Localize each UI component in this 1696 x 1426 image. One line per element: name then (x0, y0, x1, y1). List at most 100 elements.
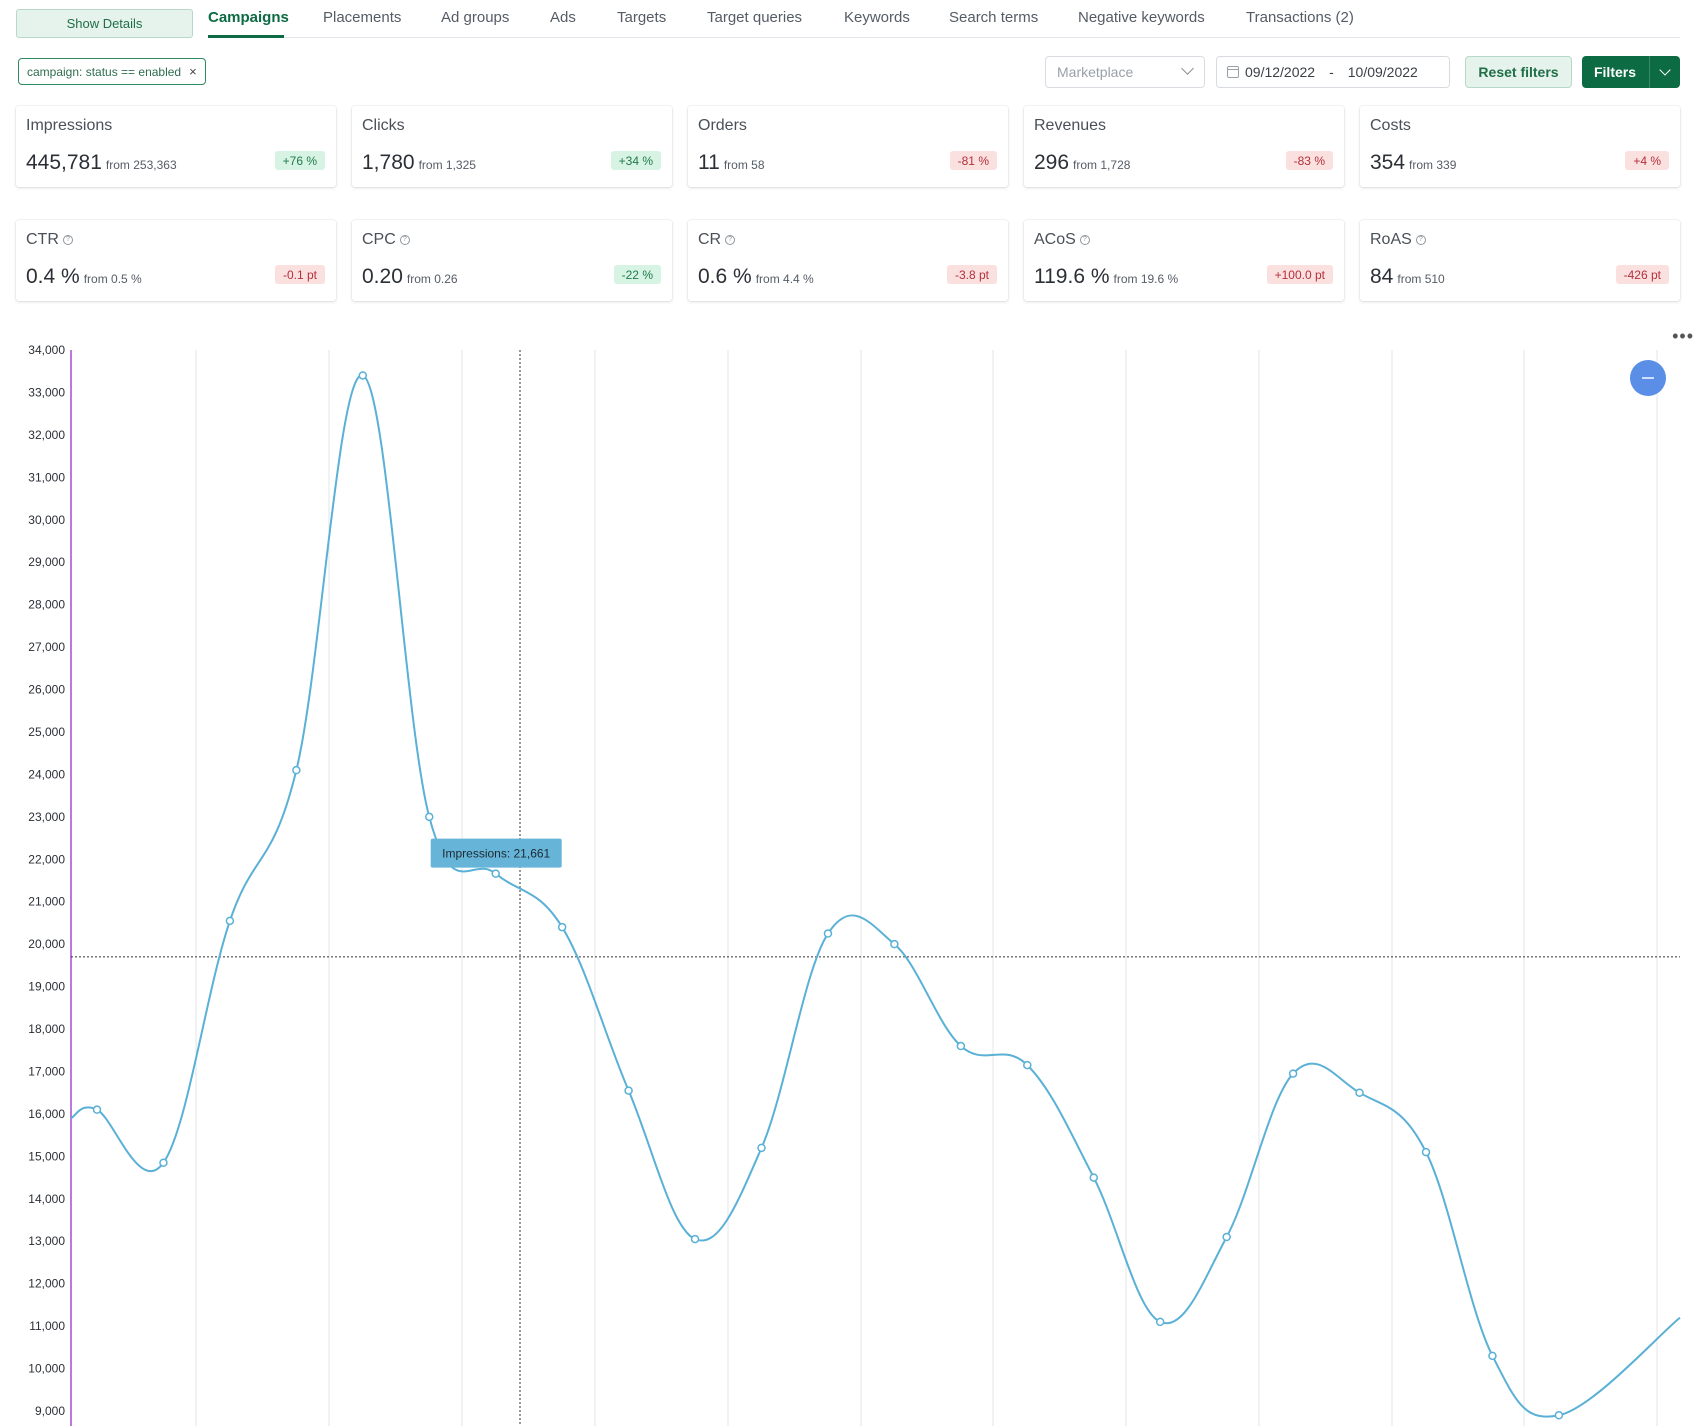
date-range-picker[interactable]: 09/12/2022 - 10/09/2022 (1216, 56, 1450, 88)
data-point (557, 922, 567, 932)
y-tick-label: 16,000 (28, 1107, 65, 1121)
metric-value: 84 from 510 (1370, 265, 1445, 289)
data-point (1023, 1060, 1032, 1070)
marketplace-placeholder: Marketplace (1057, 64, 1134, 80)
collapse-chart-button[interactable] (1630, 360, 1666, 396)
metric-value-text: 445,781 (26, 151, 102, 174)
y-tick-label: 33,000 (28, 385, 65, 399)
metric-title: Clicks (362, 117, 662, 135)
data-point (358, 371, 368, 380)
y-tick-label: 22,000 (28, 852, 65, 866)
metric-title: CPC? (362, 231, 662, 249)
metric-from: from 1,728 (1073, 158, 1131, 172)
data-point (491, 869, 500, 878)
chevron-down-icon[interactable] (1650, 56, 1680, 88)
metric-title-text: ACoS (1034, 231, 1076, 248)
reset-filters-button[interactable]: Reset filters (1465, 56, 1572, 88)
metric-from: from 0.26 (406, 272, 458, 286)
y-tick-label: 31,000 (28, 470, 65, 484)
show-details-button[interactable]: Show Details (16, 9, 193, 38)
metric-delta-badge: +34 % (610, 151, 661, 170)
metric-value-text: 0.20 (362, 265, 403, 288)
metric-value: 0.6 % from 4.4 % (698, 265, 814, 289)
date-from[interactable]: 09/12/2022 (1245, 64, 1316, 80)
info-icon[interactable]: ? (399, 235, 410, 245)
tab-bar: Campaigns Placements Ad groups Ads Targe… (208, 0, 1680, 38)
metric-from: from 1,325 (418, 158, 476, 172)
y-tick-label: 18,000 (28, 1022, 65, 1036)
calendar-icon (1227, 66, 1239, 78)
y-tick-label: 32,000 (28, 428, 65, 442)
metric-value: 445,781 from 253,363 (26, 151, 177, 175)
close-icon[interactable]: × (189, 64, 197, 79)
data-point (1089, 1173, 1098, 1182)
metric-delta-badge: -426 pt (1615, 265, 1669, 284)
metric-delta-badge: +76 % (274, 151, 325, 170)
metric-delta-badge: -0.1 pt (274, 265, 325, 284)
y-tick-label: 19,000 (28, 980, 65, 994)
date-to[interactable]: 10/09/2022 (1347, 64, 1418, 80)
metric-title: ACoS? (1034, 231, 1334, 249)
metric-value-text: 0.6 % (698, 265, 752, 288)
metric-value-text: 119.6 % (1034, 265, 1110, 288)
metric-title: Revenues (1034, 117, 1334, 135)
y-tick-label: 26,000 (28, 683, 65, 697)
info-icon[interactable]: ? (725, 235, 736, 245)
data-point (624, 1086, 633, 1095)
metric-delta-badge: +4 % (1625, 151, 1669, 170)
metric-card-costs: Costs 354 from 339 +4 % (1360, 106, 1680, 187)
data-point (1155, 1317, 1165, 1327)
metric-delta-badge: -83 % (1285, 151, 1333, 170)
metric-title: Impressions (26, 117, 326, 135)
y-tick-label: 23,000 (28, 810, 65, 824)
filter-chip-label: campaign: status == enabled (27, 64, 182, 79)
metric-title-text: RoAS (1370, 231, 1412, 248)
data-point (159, 1158, 168, 1167)
metric-delta-badge: -3.8 pt (946, 265, 997, 284)
filter-chip[interactable]: campaign: status == enabled × (18, 58, 206, 85)
y-tick-label: 11,000 (29, 1319, 65, 1333)
y-tick-label: 14,000 (28, 1192, 65, 1206)
y-tick-label: 29,000 (28, 555, 65, 569)
tab-placements[interactable]: Placements (323, 9, 402, 26)
metric-card-clicks: Clicks 1,780 from 1,325 +34 % (352, 106, 672, 187)
tab-targets[interactable]: Targets (617, 9, 667, 26)
series-line (70, 374, 1681, 1418)
metric-card-cpc: CPC? 0.20 from 0.26 -22 % (352, 220, 672, 301)
marketplace-select[interactable]: Marketplace (1045, 56, 1205, 88)
metric-cards-row-2: CTR? 0.4 % from 0.5 % -0.1 pt CPC? 0.20 fr… (16, 220, 1680, 301)
metric-value: 11 from 58 (698, 151, 765, 175)
metric-card-impressions: Impressions 445,781 from 253,363 +76 % (16, 106, 336, 187)
tab-search-terms[interactable]: Search terms (949, 9, 1039, 26)
data-point (1488, 1351, 1497, 1361)
tab-transactions[interactable]: Transactions (2) (1246, 9, 1354, 26)
tab-ad-groups[interactable]: Ad groups (441, 9, 510, 26)
info-icon[interactable]: ? (62, 235, 73, 245)
y-tick-label: 13,000 (28, 1234, 65, 1248)
metric-title: CR? (698, 231, 998, 249)
metric-card-orders: Orders 11 from 58 -81 % (688, 106, 1008, 187)
tab-keywords[interactable]: Keywords (844, 9, 910, 26)
metric-from: from 4.4 % (755, 272, 814, 286)
tab-ads[interactable]: Ads (550, 9, 576, 26)
metric-title-text: Impressions (26, 117, 113, 134)
tab-target-queries[interactable]: Target queries (707, 9, 803, 26)
metric-from: from 19.6 % (1113, 272, 1179, 286)
info-icon[interactable]: ? (1415, 235, 1426, 245)
metric-value-text: 84 (1370, 265, 1394, 288)
metric-title-text: Revenues (1034, 117, 1107, 134)
more-options-icon[interactable]: ••• (1672, 326, 1694, 346)
active-tab-indicator (208, 35, 284, 38)
metric-value-text: 1,780 (362, 151, 415, 174)
metric-card-acos: ACoS? 119.6 % from 19.6 % +100.0 pt (1024, 220, 1344, 301)
metric-title-text: CR (698, 231, 722, 248)
minus-icon (1642, 377, 1654, 379)
y-tick-label: 28,000 (28, 598, 65, 612)
metric-card-cr: CR? 0.6 % from 4.4 % -3.8 pt (688, 220, 1008, 301)
filters-button-group: Filters (1582, 56, 1680, 88)
data-point (690, 1234, 700, 1244)
tab-campaigns[interactable]: Campaigns (208, 9, 289, 26)
filters-button[interactable]: Filters (1593, 64, 1636, 80)
tab-negative-keywords[interactable]: Negative keywords (1078, 9, 1205, 26)
info-icon[interactable]: ? (1079, 235, 1090, 245)
